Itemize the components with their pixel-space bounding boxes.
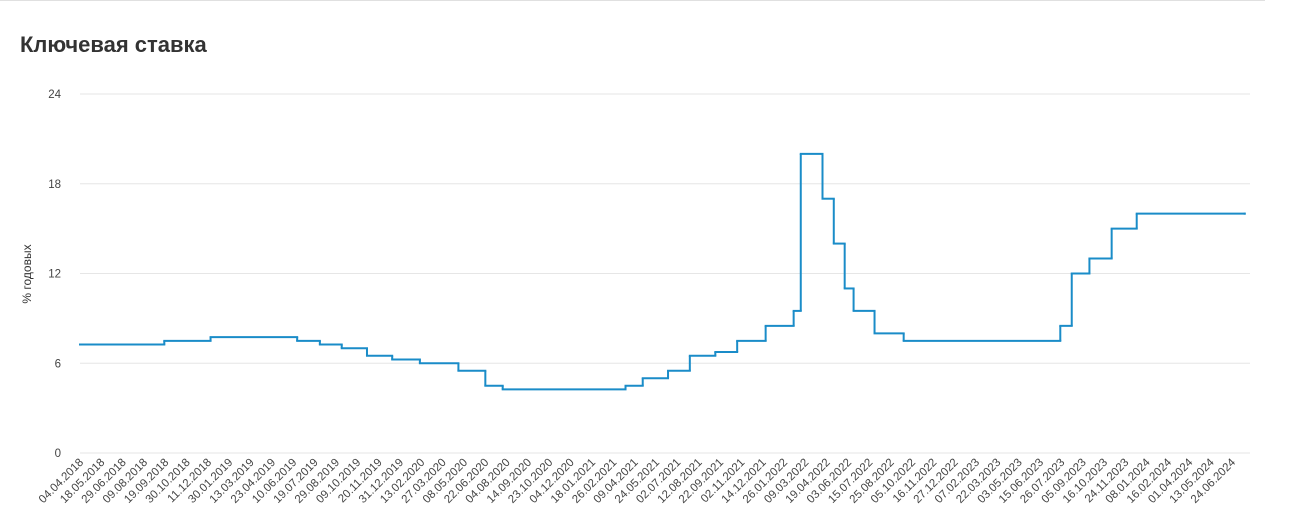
y-tick-label: 12	[48, 269, 61, 281]
chart-title: Ключевая ставка	[20, 32, 208, 57]
y-tick-label: 18	[48, 179, 61, 191]
y-axis-label: % годовых	[20, 244, 34, 303]
y-tick-label: 6	[55, 358, 61, 370]
y-tick-label: 24	[48, 89, 61, 101]
y-tick-label: 0	[55, 448, 61, 460]
